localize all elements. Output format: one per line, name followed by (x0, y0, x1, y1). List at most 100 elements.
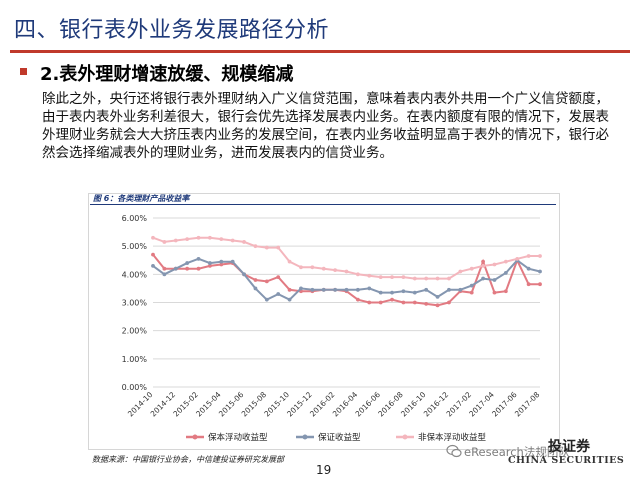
data-point (367, 301, 371, 305)
company-logo-cn: 投证券 (548, 436, 590, 456)
data-point (219, 237, 223, 241)
data-point (436, 295, 440, 299)
legend-marker (303, 435, 308, 440)
data-point (231, 239, 235, 243)
data-source-note: 数据来源：中国银行业协会，中信建投证券研究发展部 (92, 454, 284, 465)
data-point (470, 267, 474, 271)
data-point (174, 267, 178, 271)
data-point (242, 240, 246, 244)
data-point (527, 282, 531, 286)
y-tick-label: 6.00% (122, 214, 148, 223)
data-point (379, 301, 383, 305)
data-point (538, 282, 542, 286)
data-point (402, 301, 406, 305)
data-point (527, 254, 531, 258)
data-point (356, 298, 360, 302)
data-point (197, 267, 201, 271)
page-number: 19 (316, 463, 331, 477)
x-tick-label: 2017-08 (513, 390, 542, 419)
data-point (288, 260, 292, 264)
data-point (504, 260, 508, 264)
data-point (470, 284, 474, 288)
data-point (208, 236, 212, 240)
data-point (299, 287, 303, 291)
data-point (333, 268, 337, 272)
data-point (356, 288, 360, 292)
data-point (458, 270, 462, 274)
data-point (390, 275, 394, 279)
data-point (151, 264, 155, 268)
data-point (413, 277, 417, 281)
data-point (493, 263, 497, 267)
data-point (538, 254, 542, 258)
data-point (527, 267, 531, 271)
y-tick-label: 3.00% (122, 299, 148, 308)
legend-marker (403, 435, 408, 440)
data-point (162, 267, 166, 271)
data-point (424, 302, 428, 306)
data-point (254, 278, 258, 282)
data-point (254, 244, 258, 248)
data-point (265, 246, 269, 250)
y-tick-label: 0.00% (122, 383, 148, 392)
data-point (265, 298, 269, 302)
data-point (493, 278, 497, 282)
data-point (208, 261, 212, 265)
data-point (174, 239, 178, 243)
data-point (310, 265, 314, 269)
data-point (481, 264, 485, 268)
legend-marker (193, 435, 198, 440)
data-point (299, 265, 303, 269)
data-point (310, 288, 314, 292)
data-point (436, 303, 440, 307)
data-point (185, 237, 189, 241)
data-point (322, 288, 326, 292)
data-point (402, 275, 406, 279)
data-point (390, 298, 394, 302)
data-point (413, 291, 417, 295)
data-point (481, 260, 485, 264)
y-tick-label: 4.00% (122, 270, 148, 279)
data-point (515, 257, 519, 261)
data-point (162, 240, 166, 244)
data-point (493, 291, 497, 295)
data-point (197, 236, 201, 240)
wechat-logo-icon (446, 443, 462, 459)
data-point (151, 253, 155, 257)
data-point (504, 271, 508, 275)
data-point (356, 272, 360, 276)
y-tick-label: 5.00% (122, 242, 148, 251)
legend-label: 保本浮动收益型 (208, 432, 268, 443)
data-point (424, 277, 428, 281)
data-point (470, 291, 474, 295)
data-point (379, 275, 383, 279)
data-point (447, 301, 451, 305)
data-point (151, 236, 155, 240)
data-point (288, 298, 292, 302)
data-point (458, 288, 462, 292)
data-point (413, 301, 417, 305)
data-point (254, 287, 258, 291)
data-point (367, 274, 371, 278)
data-point (231, 260, 235, 264)
legend-label: 保证收益型 (318, 432, 361, 443)
data-point (197, 257, 201, 261)
data-point (538, 270, 542, 274)
data-point (345, 270, 349, 274)
data-point (162, 272, 166, 276)
data-point (424, 288, 428, 292)
data-point (288, 288, 292, 292)
y-tick-label: 2.00% (122, 327, 148, 336)
data-point (379, 291, 383, 295)
data-point (447, 288, 451, 292)
data-point (276, 275, 280, 279)
company-logo-en: CHINA SECURITIES (508, 455, 624, 466)
data-point (390, 291, 394, 295)
data-point (447, 277, 451, 281)
data-point (276, 246, 280, 250)
data-point (436, 277, 440, 281)
data-point (242, 272, 246, 276)
data-point (219, 260, 223, 264)
legend-label: 非保本浮动收益型 (418, 432, 487, 443)
data-point (265, 279, 269, 283)
